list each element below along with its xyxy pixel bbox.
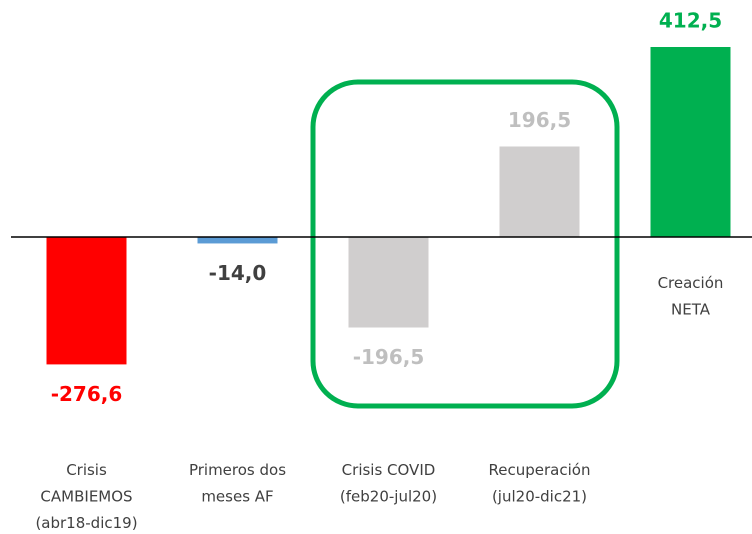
highlight-box (310, 79, 620, 409)
x-tick-label: Creación NETA (658, 274, 724, 319)
bar (197, 237, 278, 244)
value-label: 196,5 (508, 108, 571, 132)
bar (499, 146, 580, 237)
x-tick-label: Crisis CAMBIEMOS (abr18-dic19) (35, 461, 137, 532)
bar (650, 47, 731, 237)
value-label: -276,6 (51, 382, 123, 406)
x-tick-label: Primeros dos meses AF (189, 461, 286, 506)
value-label: -14,0 (209, 261, 267, 285)
value-label: -196,5 (353, 345, 425, 369)
bar (348, 237, 429, 328)
x-tick-label: Crisis COVID (feb20-jul20) (340, 461, 437, 506)
x-tick-label: Recuperación (jul20-dic21) (489, 461, 591, 506)
bar (46, 237, 127, 365)
value-label: 412,5 (659, 9, 722, 33)
